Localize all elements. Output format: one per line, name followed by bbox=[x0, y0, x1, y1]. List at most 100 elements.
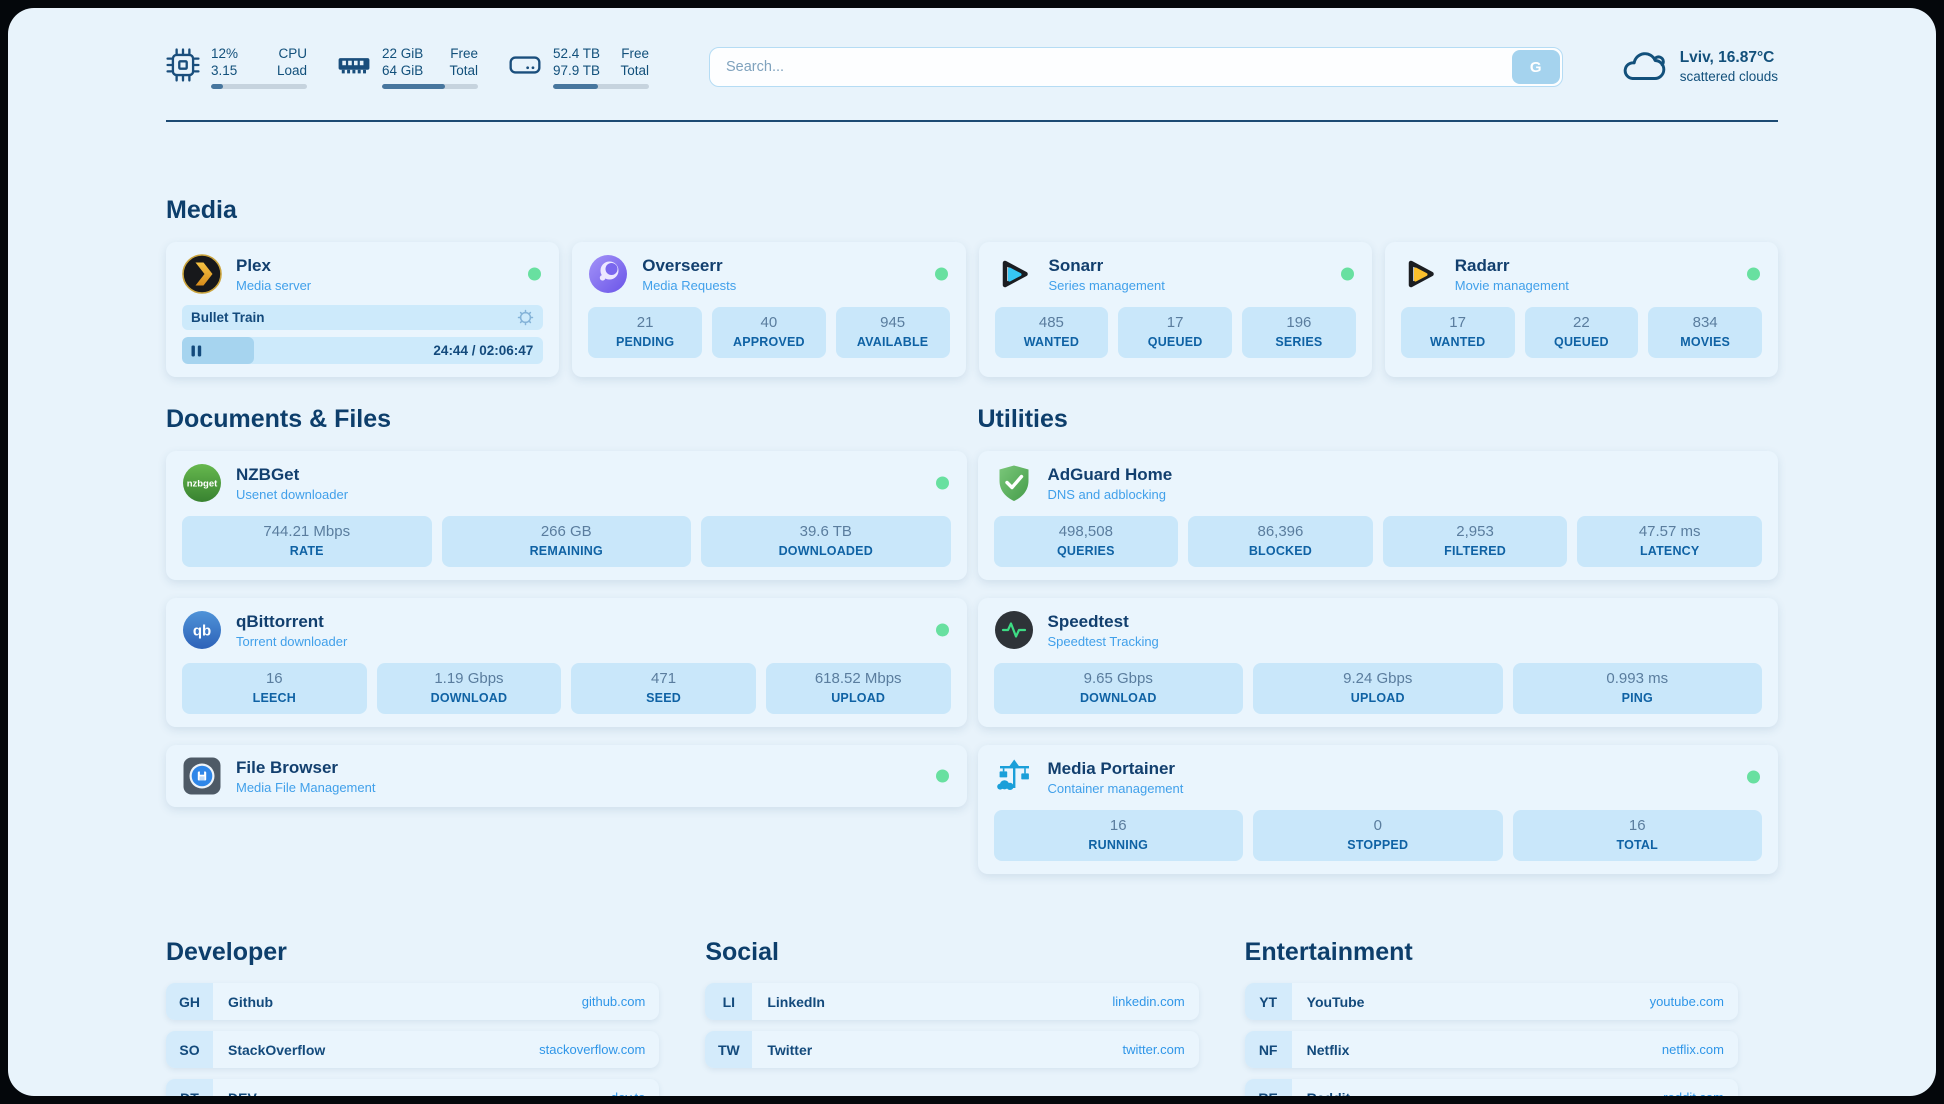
bookmark-row-twitter[interactable]: TW Twitter twitter.com bbox=[705, 1031, 1199, 1068]
stat-label: AVAILABLE bbox=[856, 335, 929, 349]
stat-chip: 39.6 TB DOWNLOADED bbox=[701, 516, 951, 567]
adguard-icon bbox=[999, 465, 1028, 501]
qbittorrent-icon: qb bbox=[183, 611, 221, 649]
stat-label: QUEUED bbox=[1554, 335, 1609, 349]
section-title-social: Social bbox=[705, 938, 779, 966]
stat-label: UPLOAD bbox=[831, 691, 886, 705]
ram-free: 22 GiB bbox=[382, 46, 424, 61]
stat-chip: 618.52 Mbps UPLOAD bbox=[765, 663, 951, 714]
app-card-nzbget[interactable]: nzbget NZBGet Usenet downloader 744.21 M… bbox=[166, 451, 967, 580]
disk-label-1: Free bbox=[621, 46, 649, 61]
google-search-button[interactable]: G bbox=[1511, 50, 1560, 84]
app-card-filebrowser[interactable]: File Browser Media File Management bbox=[166, 745, 967, 807]
speedtest-icon bbox=[994, 611, 1033, 649]
bookmark-name: Reddit bbox=[1292, 1079, 1351, 1097]
stat-label: RUNNING bbox=[1088, 838, 1149, 852]
bookmark-url: linkedin.com bbox=[1112, 994, 1185, 1009]
stat-value: 16 bbox=[265, 670, 283, 687]
stat-value: 47.57 ms bbox=[1638, 523, 1701, 540]
app-name: Media Portainer bbox=[1047, 758, 1176, 778]
app-card-speedtest[interactable]: Speedtest Speedtest Tracking 9.65 Gbps DO… bbox=[977, 598, 1778, 727]
search-input[interactable] bbox=[709, 47, 1563, 87]
app-subtitle: Movie management bbox=[1454, 277, 1569, 293]
app-card-qbittorrent[interactable]: qb qBittorrent Torrent downloader 16 LEEC… bbox=[166, 598, 967, 727]
app-card-sonarr[interactable]: Sonarr Series management 485 WANTED 17 QUE… bbox=[978, 242, 1372, 377]
svg-text:qb: qb bbox=[193, 623, 211, 640]
disk-label-2: Total bbox=[620, 63, 649, 78]
app-subtitle: Torrent downloader bbox=[236, 633, 348, 649]
stat-label: DOWNLOADED bbox=[778, 544, 873, 558]
stat-value: 22 bbox=[1573, 314, 1590, 331]
stat-chip: 0 STOPPED bbox=[1253, 810, 1503, 861]
stat-label: LEECH bbox=[252, 691, 296, 705]
ram-stat: 22 GiB Free 64 GiB Total bbox=[337, 45, 478, 89]
cpu-load: 3.15 bbox=[211, 63, 238, 78]
stat-label: APPROVED bbox=[732, 335, 805, 349]
bookmark-abbr: TW bbox=[705, 1031, 753, 1068]
stat-chip: 16 TOTAL bbox=[1512, 810, 1762, 861]
stat-chip: 744.21 Mbps RATE bbox=[182, 516, 432, 567]
stat-value: 1.19 Gbps bbox=[434, 670, 504, 687]
bookmark-row-stackoverflow[interactable]: SO StackOverflow stackoverflow.com bbox=[166, 1031, 660, 1068]
app-card-radarr[interactable]: Radarr Movie management 17 WANTED 22 QUEUE… bbox=[1384, 242, 1778, 377]
bookmark-name: LinkedIn bbox=[767, 993, 825, 1010]
stat-label: DOWNLOAD bbox=[430, 691, 508, 705]
bookmark-row-netflix[interactable]: NF Netflix netflix.com bbox=[1244, 1031, 1738, 1068]
stat-chip: 40 APPROVED bbox=[712, 307, 826, 358]
app-card-plex[interactable]: Plex Media server Bullet Train bbox=[166, 242, 560, 377]
now-playing-row: Bullet Train bbox=[182, 305, 544, 330]
app-subtitle: Media File Management bbox=[236, 779, 376, 795]
app-name: Speedtest bbox=[1047, 611, 1129, 631]
sonarr-icon bbox=[1002, 260, 1028, 288]
stat-chip: 47.57 ms LATENCY bbox=[1577, 516, 1762, 567]
stat-label: RATE bbox=[289, 544, 324, 558]
bookmark-row-github[interactable]: GH Github github.com bbox=[166, 983, 660, 1020]
stat-label: FILTERED bbox=[1444, 544, 1506, 558]
stat-label: STOPPED bbox=[1347, 838, 1409, 852]
playback-progress: 24:44 / 02:06:47 bbox=[182, 337, 544, 364]
stat-label: BLOCKED bbox=[1248, 544, 1313, 558]
search-bar: G bbox=[709, 47, 1563, 87]
stat-label: REMAINING bbox=[529, 544, 603, 558]
stat-label: QUERIES bbox=[1056, 544, 1115, 558]
stat-value: 9.24 Gbps bbox=[1343, 670, 1413, 687]
app-card-overseerr[interactable]: Overseerr Media Requests 21 PENDING 40 APP… bbox=[572, 242, 966, 377]
stat-value: 40 bbox=[760, 314, 778, 331]
overseerr-icon bbox=[589, 255, 628, 293]
bookmark-abbr: SO bbox=[166, 1031, 213, 1068]
stat-value: 266 GB bbox=[540, 523, 592, 540]
stat-chip: 471 SEED bbox=[571, 663, 756, 714]
stat-value: 39.6 TB bbox=[799, 523, 852, 540]
stat-label: LATENCY bbox=[1639, 544, 1700, 558]
stat-label: DOWNLOAD bbox=[1079, 691, 1157, 705]
stat-value: 834 bbox=[1692, 314, 1718, 331]
topbar-divider bbox=[166, 120, 1778, 122]
stat-value: 485 bbox=[1038, 314, 1064, 331]
section-title-entertainment: Entertainment bbox=[1244, 938, 1413, 966]
settings-icon[interactable] bbox=[517, 309, 534, 326]
stat-chip: 21 PENDING bbox=[588, 307, 702, 358]
bookmark-row-dev[interactable]: DT DEV dev.to bbox=[166, 1079, 660, 1096]
bookmark-row-youtube[interactable]: YT YouTube youtube.com bbox=[1244, 983, 1738, 1020]
bookmark-row-linkedin[interactable]: LI LinkedIn linkedin.com bbox=[705, 983, 1199, 1020]
bookmark-row-reddit[interactable]: RE Reddit reddit.com bbox=[1244, 1079, 1738, 1097]
app-card-portainer[interactable]: Media Portainer Container management 16 R… bbox=[977, 745, 1778, 874]
radarr-icon bbox=[1408, 260, 1434, 288]
bookmarks: Developer GH Github github.com SO StackO… bbox=[166, 938, 1778, 1096]
section-title-media: Media bbox=[166, 196, 237, 224]
stat-chip: 945 AVAILABLE bbox=[835, 307, 950, 358]
stat-chip: 196 SERIES bbox=[1242, 307, 1356, 358]
ram-label-2: Total bbox=[449, 63, 478, 78]
cpu-icon bbox=[166, 48, 200, 82]
stat-label: PING bbox=[1621, 691, 1653, 705]
stat-chip: 16 RUNNING bbox=[993, 810, 1243, 861]
app-card-adguard[interactable]: AdGuard Home DNS and adblocking 498,508 Q… bbox=[977, 451, 1778, 580]
stat-chip: 22 QUEUED bbox=[1524, 307, 1639, 358]
app-name: qBittorrent bbox=[236, 611, 324, 631]
status-dot bbox=[935, 623, 949, 637]
stat-label: QUEUED bbox=[1147, 335, 1203, 349]
status-dot bbox=[935, 476, 949, 490]
pause-icon bbox=[191, 345, 202, 356]
ram-total: 64 GiB bbox=[382, 63, 424, 78]
stat-chip: 0.993 ms PING bbox=[1512, 663, 1762, 714]
